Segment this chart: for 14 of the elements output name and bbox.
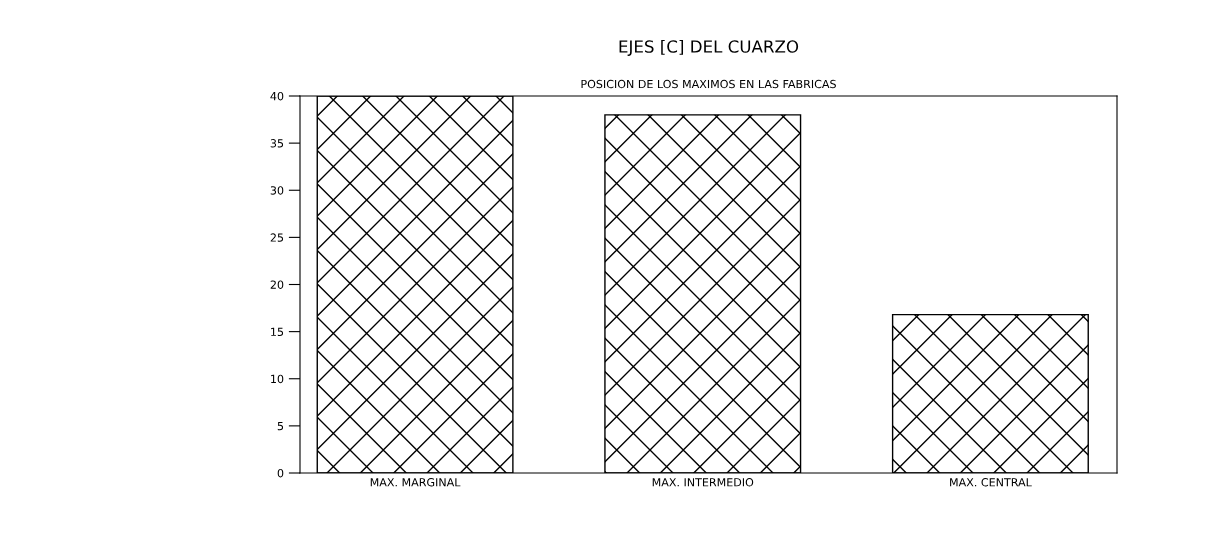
y-tick-label: 0 (277, 468, 284, 478)
y-tick-label: 20 (270, 280, 284, 289)
chart-title: EJES [C] DEL CUARZO (619, 39, 799, 56)
y-tick-label: 30 (270, 186, 284, 195)
y-tick-label: 15 (271, 327, 284, 336)
y-tick-label: 40 (270, 91, 284, 101)
y-tick-label: 35 (270, 139, 284, 148)
x-tick-label: MAX. MARGINAL (370, 478, 461, 487)
y-tick-label: 5 (277, 422, 284, 431)
y-tick-label: 10 (271, 374, 284, 384)
y-tick-label: 25 (270, 233, 284, 242)
chart-subtitle: POSICION DE LOS MAXIMOS EN LAS FABRICAS (581, 79, 836, 89)
x-tick-label: MAX. CENTRAL (950, 478, 1032, 487)
x-tick-label: MAX. INTERMEDIO (652, 478, 754, 487)
